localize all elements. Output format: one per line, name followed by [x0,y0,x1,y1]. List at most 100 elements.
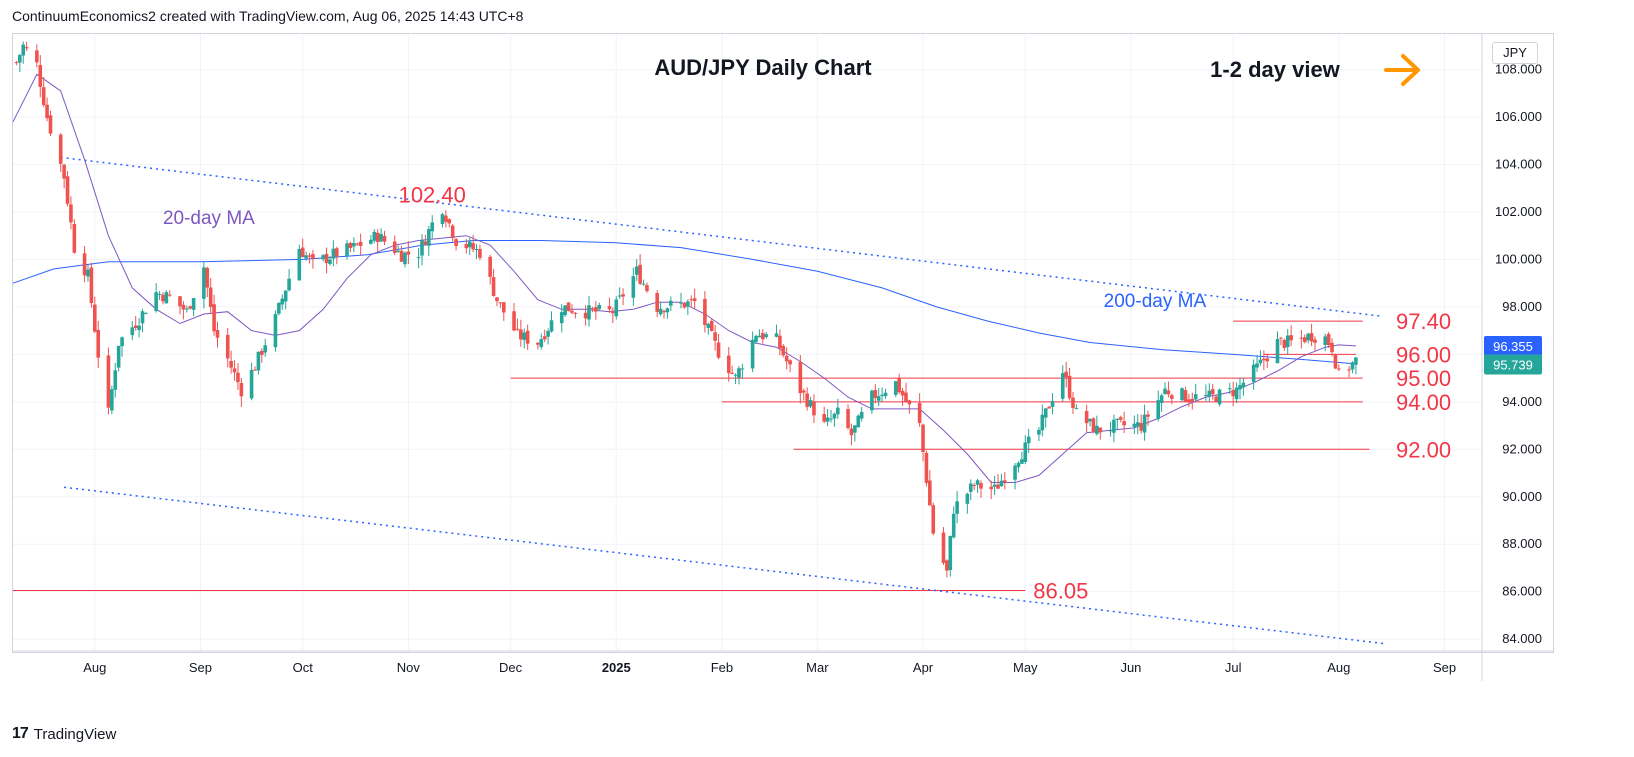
candle-body[interactable] [921,424,925,452]
candle-body[interactable] [1347,369,1351,371]
candle-body[interactable] [774,333,779,337]
candle-body[interactable] [519,329,523,340]
candle-body[interactable] [1091,418,1096,433]
candle-body[interactable] [1193,394,1198,400]
candle-body[interactable] [1289,335,1293,341]
candle-body[interactable] [907,400,912,405]
candle-body[interactable] [355,243,360,245]
candle-body[interactable] [18,54,22,63]
candle-body[interactable] [761,333,765,340]
candle-body[interactable] [1020,459,1024,464]
candle-body[interactable] [1313,339,1317,343]
candle-body[interactable] [617,295,622,297]
candle-body[interactable] [450,225,455,239]
candle-body[interactable] [256,351,261,371]
candle-body[interactable] [689,299,694,301]
candle-body[interactable] [563,305,567,316]
candle-body[interactable] [836,407,840,415]
candle-body[interactable] [597,304,602,310]
candle-body[interactable] [1231,390,1235,397]
candle-body[interactable] [1333,354,1338,369]
candle-body[interactable] [525,330,530,344]
candle-body[interactable] [808,400,813,407]
candle-body[interactable] [638,264,642,284]
candle-body[interactable] [621,294,625,297]
candle-body[interactable] [379,233,383,242]
candle-body[interactable] [883,392,888,397]
candle-body[interactable] [1234,387,1239,400]
candle-body[interactable] [1118,417,1123,420]
candle-body[interactable] [502,302,506,313]
candle-body[interactable] [297,248,302,281]
candle-body[interactable] [573,312,578,314]
candle-body[interactable] [975,480,980,485]
candle-body[interactable] [96,330,101,358]
candle-body[interactable] [594,307,598,312]
candle-body[interactable] [972,485,976,487]
candle-body[interactable] [549,320,554,332]
candle-body[interactable] [1255,363,1259,368]
candle-body[interactable] [1067,375,1072,399]
candle-body[interactable] [1350,362,1355,370]
candle-body[interactable] [614,299,619,317]
candle-body[interactable] [522,332,527,340]
candle-body[interactable] [65,176,70,204]
candle-body[interactable] [113,370,118,390]
candle-body[interactable] [208,287,213,307]
candle-body[interactable] [726,355,731,374]
candle-body[interactable] [1098,427,1103,433]
candle-body[interactable] [375,232,380,243]
candle-body[interactable] [440,214,445,224]
candle-body[interactable] [396,250,400,252]
candle-body[interactable] [1262,358,1266,361]
candle-body[interactable] [1132,423,1137,427]
candle-body[interactable] [430,222,435,232]
candle-body[interactable] [859,411,864,419]
candle-body[interactable] [89,267,94,304]
candle-body[interactable] [559,312,564,324]
candle-body[interactable] [716,342,721,358]
candle-body[interactable] [58,134,63,164]
candle-body[interactable] [212,304,216,332]
candle-body[interactable] [1166,390,1171,395]
candle-body[interactable] [542,336,547,340]
candle-body[interactable] [403,252,407,265]
candle-body[interactable] [1003,480,1007,483]
candle-body[interactable] [631,276,636,298]
candle-body[interactable] [82,253,87,276]
candle-body[interactable] [321,255,325,260]
candle-body[interactable] [471,243,475,250]
candle-body[interactable] [48,115,53,134]
candle-body[interactable] [1040,414,1045,431]
candle-body[interactable] [686,301,690,307]
candle-body[interactable] [829,418,833,420]
candle-body[interactable] [917,402,922,423]
candle-body[interactable] [229,360,233,368]
candle-body[interactable] [546,330,550,337]
candle-body[interactable] [181,304,186,310]
candle-body[interactable] [1238,385,1242,390]
candle-body[interactable] [1016,462,1021,468]
tradingview-logo[interactable]: 17 TradingView [12,725,116,743]
candle-body[interactable] [703,298,707,325]
candle-body[interactable] [1227,388,1232,390]
candle-body[interactable] [1214,396,1218,403]
candle-body[interactable] [1170,395,1174,399]
candle-body[interactable] [416,257,421,259]
candle-body[interactable] [423,241,428,245]
candle-body[interactable] [1095,425,1099,434]
candle-body[interactable] [566,302,571,312]
candle-body[interactable] [733,374,738,376]
candle-body[interactable] [737,368,741,378]
candle-body[interactable] [846,409,850,428]
candle-body[interactable] [1122,421,1126,426]
candle-body[interactable] [1115,418,1120,420]
candle-body[interactable] [1265,358,1270,362]
candle-body[interactable] [164,292,169,304]
candle-body[interactable] [498,302,503,304]
candle-body[interactable] [611,310,615,314]
candle-body[interactable] [778,335,782,349]
candle-body[interactable] [655,293,659,312]
candle-body[interactable] [904,392,908,402]
